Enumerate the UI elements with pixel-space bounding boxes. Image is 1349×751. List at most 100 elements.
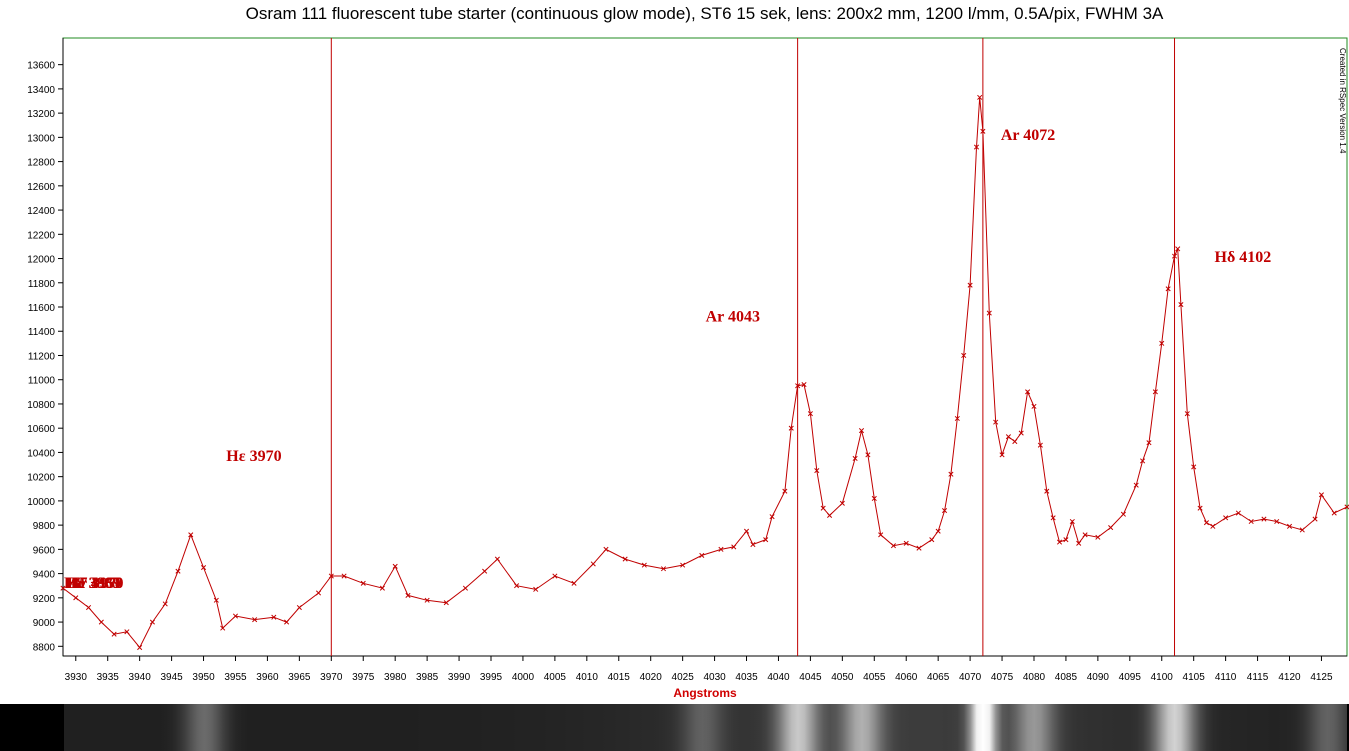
y-tick-label: 11000	[28, 376, 56, 387]
y-tick-label: 13000	[27, 133, 55, 144]
data-point	[731, 544, 737, 550]
data-point	[1235, 510, 1241, 516]
data-point	[852, 455, 858, 462]
data-point	[162, 601, 168, 607]
data-point	[315, 590, 322, 596]
data-point	[641, 562, 647, 568]
data-point	[1274, 518, 1280, 525]
y-tick-label: 12400	[27, 206, 55, 217]
x-tick-label: 3930	[65, 672, 88, 683]
data-point	[124, 629, 130, 635]
data-point	[1095, 534, 1101, 540]
data-point	[360, 580, 366, 586]
chart-title: Osram 111 fluorescent tube starter (cont…	[245, 4, 1164, 23]
data-point	[660, 566, 667, 572]
x-tick-label: 3995	[480, 672, 503, 683]
data-point	[296, 604, 302, 611]
x-tick-label: 4015	[608, 672, 631, 683]
data-point	[149, 619, 155, 625]
data-point	[769, 514, 775, 520]
data-point	[1261, 516, 1267, 522]
x-tick-label: 4125	[1310, 672, 1333, 683]
x-tick-label: 3975	[352, 672, 375, 683]
data-point	[890, 543, 897, 549]
data-point	[1076, 540, 1082, 546]
software-credit: Created in RSpec Version 1.4	[1338, 48, 1347, 154]
y-tick-label: 11400	[28, 327, 56, 338]
x-tick-label: 4080	[1023, 672, 1046, 683]
x-tick-label: 4075	[991, 672, 1014, 683]
data-point	[552, 573, 558, 579]
data-point	[743, 528, 750, 534]
data-point	[871, 495, 877, 502]
data-point	[948, 471, 954, 477]
y-tick-label: 10400	[27, 448, 55, 459]
annotation-label: Hε 3970	[226, 448, 281, 465]
x-tick-label: 4020	[640, 672, 663, 683]
y-tick-label: 11200	[28, 351, 56, 362]
data-point	[1056, 539, 1063, 545]
data-point	[392, 563, 398, 569]
y-tick-label: 9600	[33, 545, 56, 556]
x-axis-title: Angstroms	[673, 686, 737, 700]
x-tick-label: 4025	[672, 672, 695, 683]
data-point	[935, 528, 941, 534]
edge-label: H8 3889	[64, 575, 120, 592]
data-point	[1063, 537, 1069, 543]
x-tick-label: 4000	[512, 672, 535, 683]
data-point	[213, 597, 219, 603]
data-point	[188, 532, 194, 538]
data-point	[252, 617, 258, 623]
data-point	[839, 500, 845, 506]
y-tick-label: 12800	[27, 158, 55, 169]
data-point	[1082, 532, 1088, 538]
y-tick-label: 12000	[27, 255, 55, 266]
x-tick-label: 4040	[767, 672, 790, 683]
data-point	[405, 592, 411, 598]
data-point	[941, 508, 948, 514]
data-point	[137, 644, 143, 651]
data-point	[424, 597, 430, 603]
x-tick-label: 4110	[1215, 672, 1237, 683]
data-point	[820, 505, 826, 511]
data-point	[1018, 430, 1024, 436]
data-point	[622, 556, 628, 562]
data-point	[1050, 515, 1056, 521]
x-tick-label: 4065	[927, 672, 950, 683]
data-point	[1025, 389, 1031, 395]
data-point	[462, 585, 469, 591]
data-point	[1044, 488, 1050, 494]
x-tick-label: 3970	[320, 672, 343, 683]
y-tick-label: 11800	[28, 279, 56, 290]
y-tick-label: 9400	[33, 570, 56, 581]
data-point	[1146, 440, 1152, 446]
y-ticks: 8800 9000 9200 9400 9600 9800 10000 10200 10400 1…	[27, 61, 63, 653]
data-point	[111, 631, 117, 637]
data-point	[801, 382, 807, 388]
x-tick-label: 4090	[1087, 672, 1110, 683]
x-tick-label: 4055	[863, 672, 886, 683]
data-point	[929, 537, 935, 543]
annotation-label: Hδ 4102	[1215, 249, 1272, 266]
data-point	[750, 541, 756, 548]
y-tick-label: 13200	[27, 109, 55, 120]
data-point	[1178, 302, 1184, 308]
edge-label: H7 3970	[67, 575, 123, 592]
data-point	[590, 561, 596, 567]
data-point	[699, 552, 705, 558]
data-point	[1248, 518, 1254, 525]
spectrum-chart: 8800 9000 9200 9400 9600 9800 10000 10200 10400 1…	[27, 37, 1349, 683]
x-tick-label: 3955	[224, 672, 247, 683]
data-point	[680, 562, 686, 568]
data-point	[980, 128, 986, 134]
data-point	[718, 546, 724, 552]
data-point	[482, 568, 488, 574]
x-tick-label: 4085	[1055, 672, 1078, 683]
x-tick-label: 4115	[1247, 672, 1269, 683]
data-point	[977, 94, 983, 100]
data-point	[865, 452, 871, 458]
x-tick-label: 4045	[799, 672, 822, 683]
data-point	[494, 556, 500, 562]
x-tick-label: 4060	[895, 672, 918, 683]
data-point	[175, 568, 181, 574]
